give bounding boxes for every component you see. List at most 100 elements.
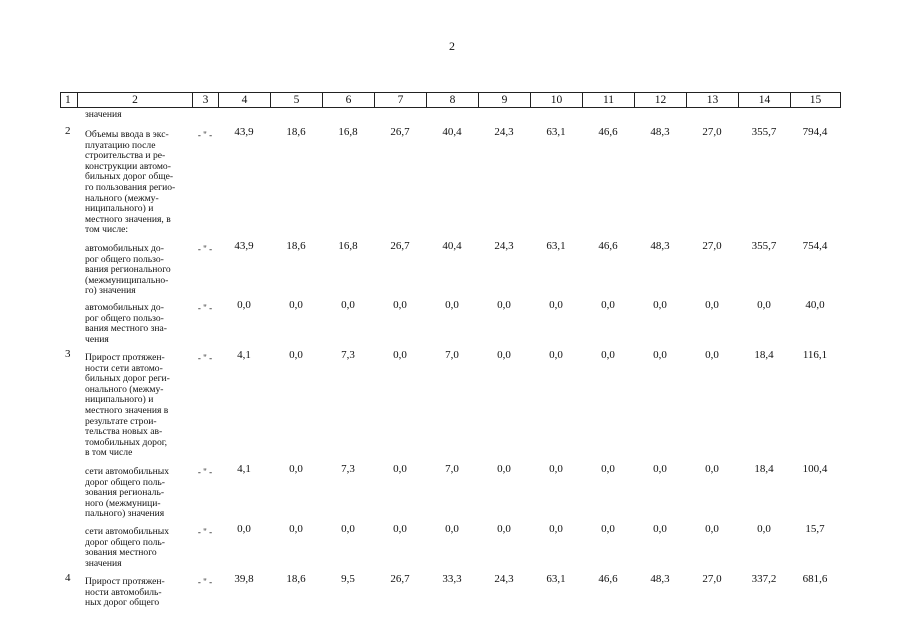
description-line: местного значения в [85,405,169,416]
unit: - " - [197,527,213,537]
value-cell: 18,6 [286,240,306,252]
page-number: 2 [449,39,455,53]
header-cell: 2 [77,92,193,108]
value-cell: 26,7 [390,573,410,585]
description-line: дорог общего поль- [85,476,165,488]
description-line: вания регионального [85,264,171,276]
value-cell: 0,0 [497,299,511,311]
value-cell: 0,0 [601,463,615,475]
row-number: 3 [65,348,71,360]
description-line: ности сети автомо- [85,362,163,374]
header-cell: 7 [374,92,427,108]
description-line: ниципального) и [85,203,154,215]
header-cell: 9 [478,92,531,108]
description-line: автомобильных до- [85,302,164,313]
row-number: 2 [65,125,71,137]
value-cell: 27,0 [702,126,722,138]
continuation-text: значения [85,109,122,120]
header-cell: 13 [686,92,739,108]
value-cell: 0,0 [549,463,563,475]
description-line: строительства и ре- [85,150,166,162]
value-cell: 16,8 [338,126,358,138]
value-cell: 116,1 [802,349,828,361]
value-cell: 0,0 [601,299,615,311]
value-cell: 0,0 [445,299,459,311]
description-line: местного значения, в [85,213,171,225]
value-cell: 43,9 [234,126,254,138]
unit: - " - [197,577,213,587]
value-cell: 0,0 [653,349,667,361]
value-cell: 0,0 [705,463,719,475]
value-cell: 43,9 [234,240,254,252]
description-line: ных дорог общего [85,597,160,609]
value-cell: 0,0 [289,523,303,535]
description-line: плуатацию после [85,139,156,151]
value-cell: 40,4 [442,126,462,138]
description-line: го) значения [85,285,136,297]
value-cell: 0,0 [393,463,407,475]
value-cell: 7,3 [341,463,355,475]
value-cell: 9,5 [341,573,355,585]
value-cell: 355,7 [751,240,777,252]
value-cell: 27,0 [702,573,722,585]
value-cell: 63,1 [546,240,566,252]
description-line: пального) значения [85,508,165,520]
value-cell: 7,0 [445,349,459,361]
description-line: тельства новых ав- [85,426,163,438]
description-line: ности автомобиль- [85,586,162,598]
value-cell: 0,0 [549,349,563,361]
value-cell: 24,3 [494,240,514,252]
value-cell: 0,0 [757,299,771,311]
value-cell: 39,8 [234,573,254,585]
value-cell: 46,6 [598,573,618,585]
value-cell: 0,0 [705,349,719,361]
description-line: сети автомобильных [85,526,170,537]
value-cell: 0,0 [497,523,511,535]
value-cell: 0,0 [237,299,251,311]
description-line: ного (межмуници- [85,497,161,509]
row-number: 4 [65,572,71,584]
header-cell: 6 [322,92,375,108]
value-cell: 0,0 [705,523,719,535]
value-cell: 48,3 [650,573,670,585]
unit: - " - [197,353,213,363]
description-line: ниципального) и [85,394,154,406]
value-cell: 18,4 [754,463,774,475]
value-cell: 18,4 [754,349,774,361]
value-cell: 0,0 [549,523,563,535]
description-line: автомобильных до- [85,243,164,254]
value-cell: 4,1 [237,463,251,475]
header-cell: 11 [582,92,635,108]
value-cell: 7,3 [341,349,355,361]
value-cell: 16,8 [338,240,358,252]
header-cell: 15 [790,92,841,108]
description-line: Прирост протяжен- [85,576,165,587]
value-cell: 24,3 [494,126,514,138]
value-cell: 0,0 [393,523,407,535]
header-cell: 8 [426,92,479,108]
header-cell: 12 [634,92,687,108]
value-cell: 0,0 [549,299,563,311]
description-line: Прирост протяжен- [85,352,165,363]
value-cell: 0,0 [341,299,355,311]
value-cell: 0,0 [341,523,355,535]
value-cell: 0,0 [497,349,511,361]
value-cell: 0,0 [393,349,407,361]
description-line: значения [85,557,122,569]
value-cell: 0,0 [653,463,667,475]
header-cell: 14 [738,92,791,108]
value-cell: 355,7 [751,126,777,138]
value-cell: 63,1 [546,126,566,138]
description-line: рог общего пользо- [85,312,164,324]
description-line: чения [85,333,109,345]
value-cell: 0,0 [653,523,667,535]
value-cell: 0,0 [289,349,303,361]
description-line: бильных дорог обще- [85,171,174,183]
description-line: сети автомобильных [85,466,170,477]
value-cell: 24,3 [494,573,514,585]
header-cell: 5 [270,92,323,108]
value-cell: 0,0 [497,463,511,475]
description-line: онального (межму- [85,383,164,395]
unit: - " - [197,244,213,254]
description-line: нального (межму- [85,192,159,204]
